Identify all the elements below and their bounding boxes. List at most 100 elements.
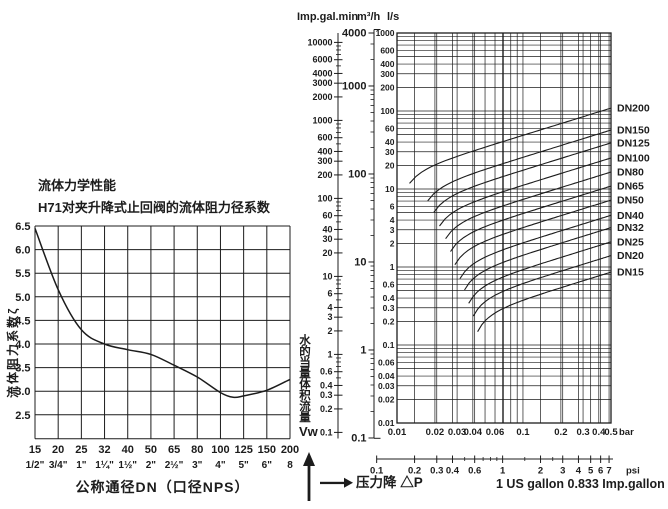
unit-header-m3h: m³/h bbox=[357, 11, 381, 23]
tick-label: 15 bbox=[29, 444, 41, 456]
tick-label: 3" bbox=[192, 460, 203, 471]
tick-label: 0.1 bbox=[351, 432, 366, 444]
tick-label: 600 bbox=[317, 133, 332, 143]
tick-label: 300 bbox=[380, 69, 394, 79]
tick-label: 2 bbox=[327, 326, 332, 336]
tick-label: 80 bbox=[191, 444, 203, 456]
curve-label-DN40: DN40 bbox=[617, 210, 644, 222]
tick-label: 0.04 bbox=[378, 371, 395, 381]
tick-label: 40 bbox=[322, 224, 332, 234]
tick-label: 100 bbox=[380, 106, 394, 116]
tick-label: 0.3 bbox=[576, 427, 589, 438]
tick-label: 3.5 bbox=[15, 363, 30, 375]
tick-label: 20 bbox=[52, 444, 64, 456]
curve-DN150 bbox=[427, 129, 611, 202]
tick-label: 400 bbox=[317, 146, 332, 156]
tick-label: 200 bbox=[317, 170, 332, 180]
tick-label: 0.1 bbox=[516, 427, 530, 438]
curve-DN125 bbox=[433, 142, 611, 213]
tick-label: 125 bbox=[234, 444, 252, 456]
tick-label: 2.5 bbox=[15, 410, 30, 422]
tick-label: 40 bbox=[122, 444, 134, 456]
tick-label: 60 bbox=[322, 211, 332, 221]
tick-label: 3/4" bbox=[49, 460, 68, 471]
dn-curves bbox=[409, 107, 611, 332]
tick-label: 0.06 bbox=[378, 357, 395, 367]
tick-label: 0.6 bbox=[320, 367, 333, 377]
tick-label: 0.1 bbox=[370, 466, 384, 477]
psi-axis bbox=[376, 455, 613, 463]
tick-label: 20 bbox=[322, 248, 332, 258]
left-chart: 6.5 6.0 5.5 5.0 4.5 4.0 3.5 3.0 2.5 15 1/2" 20 3/4" 2… bbox=[15, 221, 299, 471]
tick-label: 0.03 bbox=[378, 381, 395, 391]
tick-label: 0.6 bbox=[468, 466, 481, 477]
curve-DN15 bbox=[477, 271, 611, 332]
tick-label: 1 bbox=[360, 344, 366, 356]
tick-label: 1000 bbox=[342, 80, 366, 92]
tick-label: 0.2 bbox=[320, 404, 333, 414]
tick-label: 300 bbox=[317, 156, 332, 166]
tick-label: 200 bbox=[380, 83, 394, 93]
tick-label: 32 bbox=[98, 444, 110, 456]
curve-DN100 bbox=[439, 157, 611, 227]
tick-label: 0.02 bbox=[378, 395, 395, 405]
bar-unit-label: bar bbox=[619, 427, 634, 438]
tick-label: 0.4 bbox=[446, 466, 460, 477]
log-grid bbox=[396, 32, 612, 424]
left-chart-x-axis-title: 公称通径DN（口径NPS） bbox=[75, 479, 250, 495]
tick-label: 200 bbox=[281, 444, 299, 456]
curve-DN50 bbox=[454, 199, 611, 266]
tick-label: 6 bbox=[390, 201, 395, 211]
tick-label: 10 bbox=[354, 256, 366, 268]
tick-label: 5 bbox=[588, 466, 594, 477]
tick-label: 3000 bbox=[312, 78, 332, 88]
tick-label: 2000 bbox=[312, 92, 332, 102]
right-chart: 0.10.20.30.40.61234610203040601002003004… bbox=[307, 28, 649, 477]
curve-label-DN150: DN150 bbox=[617, 125, 650, 137]
left-chart-y-axis-label: 流体阻力系数ζ bbox=[6, 306, 20, 398]
tick-label: 0.2 bbox=[554, 427, 567, 438]
tick-label: 6 bbox=[598, 466, 603, 477]
tick-label: 10 bbox=[385, 184, 395, 194]
tick-label: 4000 bbox=[312, 68, 332, 78]
tick-label: 6000 bbox=[312, 55, 332, 65]
tick-label: 1 bbox=[327, 349, 332, 359]
tick-label: 3 bbox=[560, 466, 565, 477]
curve-label-DN20: DN20 bbox=[617, 250, 644, 262]
curve-DN25 bbox=[468, 241, 611, 304]
tick-label: 1" bbox=[76, 460, 87, 471]
tick-label: 400 bbox=[380, 59, 394, 69]
tick-label: 4.5 bbox=[15, 315, 30, 327]
tick-label: 25 bbox=[75, 444, 87, 456]
tick-label: 1/2" bbox=[26, 460, 45, 471]
tick-label: 10000 bbox=[307, 37, 332, 47]
unit-header-imp-gal-min: Imp.gal.min bbox=[297, 11, 359, 23]
tick-label: 30 bbox=[385, 147, 395, 157]
gallon-conversion-note: 1 US gallon 0.833 Imp.gallon bbox=[496, 477, 665, 491]
right-arrow-icon bbox=[320, 477, 353, 488]
tick-label: 65 bbox=[168, 444, 180, 456]
curve-label-DN50: DN50 bbox=[617, 195, 644, 207]
tick-label: 1½" bbox=[118, 460, 137, 471]
tick-label: 0.4 bbox=[320, 380, 333, 390]
tick-label: 4.0 bbox=[15, 339, 30, 351]
tick-label: 4 bbox=[390, 215, 395, 225]
curve-label-DN25: DN25 bbox=[617, 236, 644, 248]
curve-label-DN100: DN100 bbox=[617, 152, 650, 164]
flow-axis-label-vertical: 水的当量体积流量 bbox=[298, 334, 310, 422]
tick-label: 0.06 bbox=[486, 427, 505, 438]
tick-label: 20 bbox=[385, 161, 395, 171]
curve-DN40 bbox=[459, 214, 611, 280]
tick-label: 0.4 bbox=[383, 293, 395, 303]
tick-label: 1000 bbox=[312, 115, 332, 125]
tick-label: 30 bbox=[322, 234, 332, 244]
left-chart-grid bbox=[34, 225, 291, 440]
curve-label-DN32: DN32 bbox=[617, 222, 644, 234]
tick-label: 0.5 bbox=[604, 427, 618, 438]
curve-DN80 bbox=[445, 171, 611, 240]
tick-label: 2" bbox=[146, 460, 157, 471]
tick-label: 4 bbox=[576, 466, 582, 477]
tick-label: 5.5 bbox=[15, 268, 30, 280]
